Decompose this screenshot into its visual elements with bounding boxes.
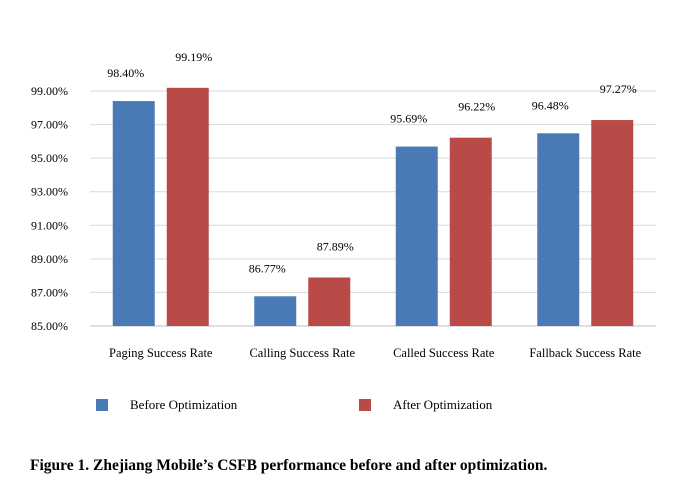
x-tick-label: Called Success Rate xyxy=(393,346,495,360)
legend-swatch-before xyxy=(96,399,108,411)
bar-after xyxy=(308,277,351,326)
data-labels: 98.40% 99.19% 86.77% 87.89% 95.69% 96.22% 96.4… xyxy=(107,50,637,275)
y-tick-label: 85.00% xyxy=(31,319,68,333)
x-tick-label: Paging Success Rate xyxy=(109,346,213,360)
data-label: 96.48% xyxy=(532,98,569,112)
data-label: 99.19% xyxy=(175,50,212,64)
x-tick-label: Fallback Success Rate xyxy=(529,346,641,360)
data-label: 87.89% xyxy=(317,239,354,253)
bar-after xyxy=(166,87,209,326)
y-tick-label: 89.00% xyxy=(31,252,68,266)
legend-swatch-after xyxy=(359,399,371,411)
data-label: 95.69% xyxy=(390,112,427,126)
data-label: 86.77% xyxy=(249,261,286,275)
y-tick-label: 87.00% xyxy=(31,285,68,299)
legend-label-before: Before Optimization xyxy=(130,397,238,412)
data-label: 97.27% xyxy=(600,82,637,96)
legend-item-before: Before Optimization xyxy=(96,397,237,413)
bar-after xyxy=(449,137,492,326)
legend-item-after: After Optimization xyxy=(359,397,492,413)
data-label: 98.40% xyxy=(107,66,144,80)
bar-chart: 85.00% 87.00% 89.00% 91.00% 93.00% 95.00% 97.0… xyxy=(31,50,656,360)
bars xyxy=(112,87,634,327)
y-axis-ticks: 85.00% 87.00% 89.00% 91.00% 93.00% 95.00% 97.0… xyxy=(31,84,68,333)
bar-after xyxy=(591,120,634,327)
data-label: 96.22% xyxy=(458,100,495,114)
legend-label-after: After Optimization xyxy=(393,397,493,412)
x-axis-ticks: Paging Success Rate Calling Success Rate C… xyxy=(109,346,642,360)
x-tick-label: Calling Success Rate xyxy=(249,346,355,360)
y-tick-label: 93.00% xyxy=(31,185,68,199)
y-tick-label: 95.00% xyxy=(31,151,68,165)
figure-caption: Figure 1. Zhejiang Mobile’s CSFB perform… xyxy=(30,457,548,474)
bar-before xyxy=(112,101,155,326)
y-tick-label: 97.00% xyxy=(31,118,68,132)
y-tick-label: 91.00% xyxy=(31,218,68,232)
bar-before xyxy=(395,146,438,326)
bar-before xyxy=(254,296,297,326)
bar-before xyxy=(537,133,580,326)
y-tick-label: 99.00% xyxy=(31,84,68,98)
